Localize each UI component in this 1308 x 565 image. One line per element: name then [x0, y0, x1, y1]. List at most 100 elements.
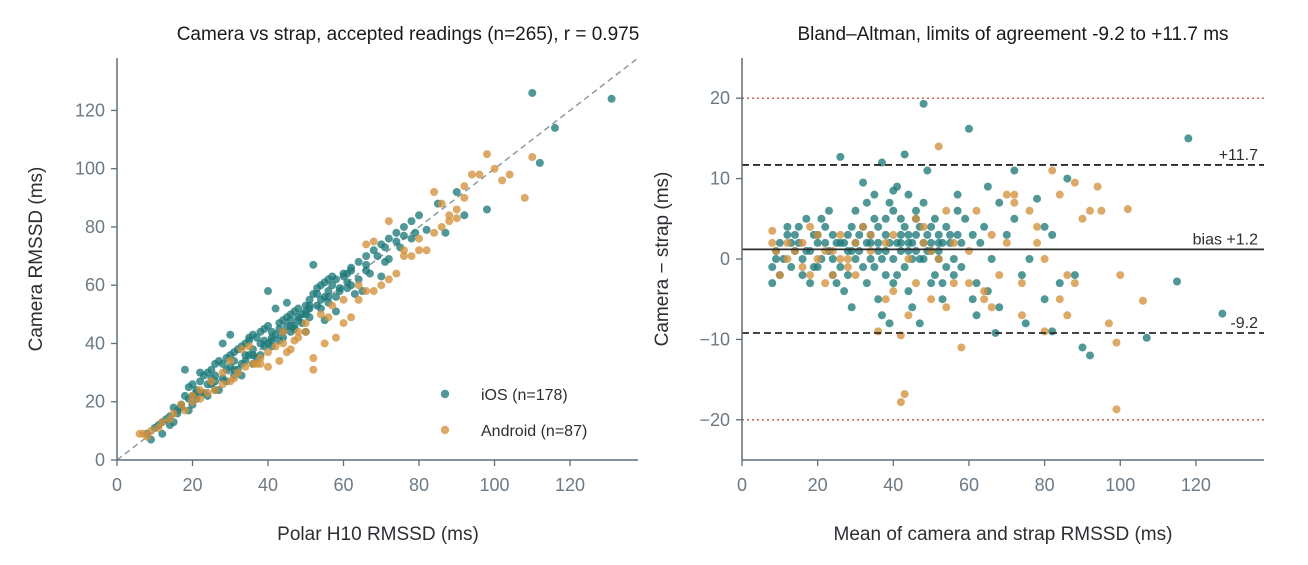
ios-point — [271, 304, 280, 313]
ios-point — [862, 198, 871, 207]
y-tick-label: 20 — [85, 392, 105, 412]
ios-point — [1086, 351, 1094, 360]
y-tick-label: 0 — [95, 450, 105, 470]
android-point — [995, 271, 1004, 280]
android-point — [264, 348, 273, 357]
ios-point — [802, 246, 811, 255]
y-tick-label: 40 — [85, 333, 105, 353]
android-point — [866, 246, 875, 255]
ios-point — [772, 255, 781, 263]
legend-marker-android — [440, 425, 450, 435]
ios-point — [919, 198, 928, 207]
bland-altman-panel: Bland–Altman, limits of agreement -9.2 t… — [652, 24, 1264, 545]
android-point — [196, 386, 205, 395]
ios-point — [851, 206, 860, 215]
android-point — [896, 398, 905, 407]
android-point — [196, 394, 205, 403]
ios-point — [934, 230, 943, 239]
legend: iOS (n=178) Android (n=87) — [440, 387, 587, 440]
android-point — [1097, 206, 1106, 215]
ios-point — [855, 246, 864, 255]
ios-point — [877, 255, 886, 263]
android-point — [490, 164, 499, 173]
ios-point — [787, 263, 796, 272]
android-point — [851, 238, 860, 247]
android-point — [407, 252, 416, 261]
android-point — [1002, 190, 1011, 199]
android-point — [1093, 182, 1102, 191]
ios-point — [946, 230, 955, 239]
android-point — [460, 182, 469, 191]
android-point — [279, 327, 288, 336]
android-point — [1033, 222, 1042, 231]
ios-point — [828, 230, 837, 239]
ios-point — [870, 214, 879, 223]
android-point — [889, 230, 898, 239]
android-point — [980, 295, 989, 304]
android-point — [942, 206, 951, 215]
ios-point — [889, 206, 898, 215]
android-point — [783, 255, 792, 263]
ios-point — [980, 222, 989, 231]
android-point — [505, 170, 514, 179]
android-point — [919, 238, 928, 247]
ios-point — [896, 214, 905, 223]
android-point — [309, 354, 318, 363]
ios-point — [1048, 230, 1057, 239]
ios-point — [282, 322, 291, 330]
android-point — [218, 368, 227, 377]
ios-point — [1142, 333, 1151, 342]
android-point — [768, 238, 777, 247]
ios-point — [938, 238, 947, 247]
android-point — [1040, 255, 1049, 263]
android-point — [843, 263, 852, 272]
x-ticks: 0 20 40 60 80 100 120 — [737, 460, 1211, 495]
android-point — [467, 170, 476, 179]
ios-point — [934, 246, 943, 255]
ios-point — [832, 238, 841, 247]
android-point — [165, 415, 174, 424]
ios-point — [885, 198, 894, 207]
ios-point — [938, 279, 947, 288]
android-point — [256, 354, 265, 363]
ios-point — [877, 311, 886, 320]
android-point — [354, 281, 363, 290]
android-point — [279, 339, 288, 348]
bias-label: bias +1.2 — [1193, 231, 1258, 248]
android-point — [203, 389, 212, 397]
android-point — [520, 193, 529, 202]
ios-point — [949, 255, 958, 263]
ios-point — [422, 225, 431, 234]
ios-point — [282, 298, 291, 307]
ios-point — [783, 230, 792, 239]
ios-point — [211, 371, 220, 380]
ios-point — [399, 222, 408, 231]
android-point — [301, 327, 310, 336]
ios-point — [460, 211, 469, 220]
ios-point — [392, 237, 401, 246]
ios-point — [1002, 230, 1011, 239]
ios-point — [912, 246, 920, 255]
ios-point — [1010, 166, 1019, 175]
android-point — [498, 176, 507, 185]
ios-point — [452, 188, 461, 196]
ios-point — [331, 307, 340, 316]
android-point — [904, 311, 913, 320]
ios-point — [1033, 194, 1042, 203]
android-point — [384, 275, 393, 284]
android-point — [362, 240, 371, 249]
android-point — [1138, 296, 1147, 305]
ios-point — [550, 123, 559, 132]
ios-point — [331, 275, 340, 284]
android-point — [934, 255, 943, 263]
ios-point — [362, 260, 371, 269]
x-tick-label: 40 — [883, 475, 903, 495]
android-point — [949, 238, 958, 247]
android-point — [245, 342, 254, 351]
android-point — [347, 313, 356, 322]
android-point — [354, 295, 363, 304]
android-point — [987, 230, 996, 239]
ios-point — [881, 271, 890, 280]
upper-loa-label: +11.7 — [1219, 147, 1258, 164]
android-point — [934, 142, 943, 151]
